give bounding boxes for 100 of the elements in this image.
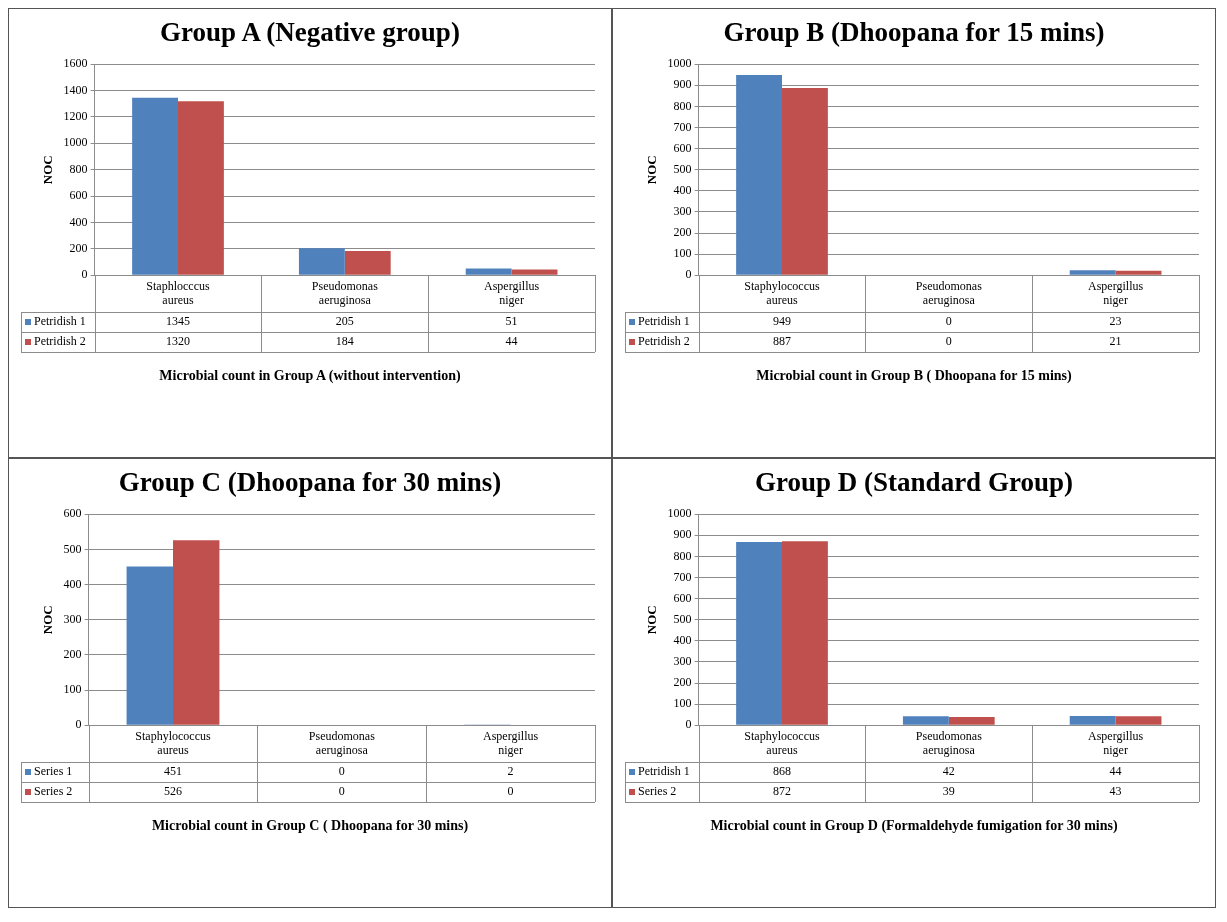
legend-label: Petridish 2 <box>34 334 86 349</box>
text: Microbial count in Group D (Formaldehyde fumigation for 30 mins) <box>709 818 1119 834</box>
chart-title: Group C (Dhoopana for 30 mins) <box>117 467 503 498</box>
chart-title: Group B (Dhoopana for 15 mins) <box>722 17 1106 48</box>
data-label: 887 <box>773 334 791 349</box>
y-tick-label: 800 <box>673 548 692 563</box>
y-tick-label: 400 <box>673 182 692 197</box>
bar <box>1069 270 1116 275</box>
y-tick-label: 200 <box>63 647 82 662</box>
data-label: 0 <box>945 314 952 329</box>
y-tick-label: 800 <box>673 98 692 113</box>
y-tick-label: 700 <box>673 119 692 134</box>
y-tick-label: 300 <box>673 654 692 669</box>
y-tick-label: 600 <box>63 506 82 521</box>
data-label: 0 <box>945 334 952 349</box>
y-tick-label: 300 <box>673 204 692 219</box>
y-tick-label: 100 <box>673 696 692 711</box>
x-tick-label: Pseudomonas aeruginosa <box>915 728 983 757</box>
y-tick-label: 1200 <box>63 109 88 124</box>
bar <box>736 74 782 275</box>
bar <box>736 542 782 725</box>
legend-label: Series 2 <box>34 784 73 799</box>
text: Microbial count in Group C ( Dhoopana for 30 mins) <box>150 818 470 834</box>
bar <box>465 268 512 275</box>
y-tick-label: 0 <box>685 717 692 732</box>
data-label: 184 <box>335 334 354 349</box>
y-tick-label: 900 <box>673 77 692 92</box>
bar <box>1115 716 1162 725</box>
y-tick-label: 600 <box>673 140 692 155</box>
bar <box>1115 270 1162 275</box>
bar <box>948 716 995 725</box>
y-tick-label: 1400 <box>63 82 88 97</box>
bar <box>178 101 224 275</box>
data-label: 949 <box>773 314 791 329</box>
data-label: 868 <box>773 764 791 779</box>
data-label: 43 <box>1109 784 1122 799</box>
x-tick-label: Staphlocccus aureus <box>146 278 210 307</box>
y-tick-label: 1000 <box>667 56 692 71</box>
y-tick-label: 100 <box>673 246 692 261</box>
bar <box>344 250 391 275</box>
data-label: 205 <box>335 314 354 329</box>
x-tick-label: Aspergillus niger <box>484 278 540 307</box>
data-label: 44 <box>1109 764 1122 779</box>
y-tick-label: 200 <box>69 240 88 255</box>
y-tick-label: 0 <box>75 717 82 732</box>
y-tick-label: 400 <box>673 632 692 647</box>
data-label: 44 <box>505 334 518 349</box>
y-tick-label: 0 <box>685 267 692 282</box>
text: Microbial count in Group B ( Dhoopana for 15 mins) <box>755 368 1073 384</box>
y-tick-label: 800 <box>69 161 88 176</box>
y-tick-label: 200 <box>673 675 692 690</box>
bar <box>298 248 345 275</box>
y-tick-label: 600 <box>673 590 692 605</box>
data-label: 1320 <box>166 334 190 349</box>
legend-label: Series 1 <box>34 764 73 779</box>
y-tick-label: 100 <box>63 682 82 697</box>
bar <box>173 540 220 725</box>
data-label: 42 <box>942 764 955 779</box>
chart-title: Group A (Negative group) <box>159 17 461 48</box>
bar <box>782 541 828 725</box>
data-label: 39 <box>942 784 955 799</box>
data-label: 23 <box>1109 314 1122 329</box>
y-tick-label: 300 <box>63 611 82 626</box>
bar <box>132 97 178 275</box>
data-label: 1345 <box>166 314 190 329</box>
data-label: 872 <box>773 784 791 799</box>
data-label: 0 <box>338 764 345 779</box>
bar <box>511 269 558 275</box>
y-tick-label: 700 <box>673 569 692 584</box>
bar <box>1069 715 1116 725</box>
bar <box>126 566 173 725</box>
data-label: 0 <box>507 784 514 799</box>
legend-label: Series 2 <box>638 784 677 799</box>
chart-title: Group D (Standard Group) <box>754 467 1074 498</box>
data-label: 451 <box>164 764 182 779</box>
y-tick-label: 400 <box>69 214 88 229</box>
x-tick-label: Aspergillus niger <box>1088 278 1144 307</box>
y-tick-label: 200 <box>673 225 692 240</box>
y-tick-label: 500 <box>63 541 82 556</box>
y-axis-title: NOC <box>40 605 56 635</box>
legend-label: Petridish 1 <box>34 314 86 329</box>
data-label: 0 <box>338 784 345 799</box>
x-tick-label: Staphylococcus aureus <box>744 728 820 757</box>
y-tick-label: 400 <box>63 576 82 591</box>
y-axis-title: NOC <box>644 605 660 635</box>
y-tick-label: 600 <box>69 188 88 203</box>
text: Microbial count in Group A (without intervention) <box>158 368 462 384</box>
bar <box>782 88 828 275</box>
y-axis-title: NOC <box>40 155 56 185</box>
y-tick-label: 0 <box>81 267 88 282</box>
y-tick-label: 500 <box>673 161 692 176</box>
x-tick-label: Aspergillus niger <box>1088 728 1144 757</box>
data-label: 2 <box>507 764 514 779</box>
x-tick-label: Staphylococcus aureus <box>744 278 820 307</box>
x-tick-label: Pseudomonas aeruginosa <box>308 728 376 757</box>
data-label: 526 <box>164 784 182 799</box>
data-label: 21 <box>1109 334 1122 349</box>
y-tick-label: 500 <box>673 611 692 626</box>
y-tick-label: 1000 <box>63 135 88 150</box>
y-axis-title: NOC <box>644 155 660 185</box>
